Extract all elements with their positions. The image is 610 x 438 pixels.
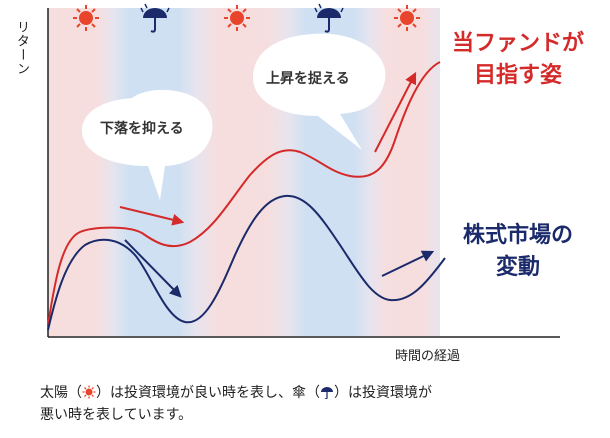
fund-label-line2: 目指す姿 bbox=[473, 63, 562, 88]
sun-icon bbox=[82, 385, 96, 399]
bubble-right bbox=[252, 33, 386, 150]
bubble-left-text: 下落を抑える bbox=[100, 121, 184, 137]
x-axis-label: 時間の経過 bbox=[395, 349, 461, 364]
market-label: 株式市場の 変動 bbox=[438, 220, 598, 284]
market-line bbox=[47, 194, 446, 331]
sun-icon bbox=[224, 5, 250, 31]
umbrella-icon bbox=[140, 3, 170, 33]
caption-line2: 悪い時を表しています。 bbox=[40, 407, 193, 423]
fund-arrow-1 bbox=[119, 206, 185, 226]
market-label-line1: 株式市場の bbox=[462, 223, 573, 248]
fund-line bbox=[47, 61, 441, 326]
market-arrow-2 bbox=[381, 250, 435, 277]
market-arrow-1 bbox=[124, 239, 182, 298]
band-good-3 bbox=[370, 8, 440, 336]
caption: 太陽（ ）は投資環境が良い時を表し、傘（ ）は投資環境が 悪い時を表しています。 bbox=[40, 382, 560, 426]
sun-icon bbox=[394, 5, 420, 31]
fund-arrow-2 bbox=[374, 71, 417, 153]
caption-line1: 太陽（ ）は投資環境が良い時を表し、傘（ ）は投資環境が bbox=[40, 382, 560, 404]
band-good-1 bbox=[48, 8, 113, 336]
caption-part1: 太陽（ bbox=[40, 385, 82, 401]
fund-label-line1: 当ファンドが bbox=[451, 31, 584, 56]
caption-part3: ）は投資環境が bbox=[334, 385, 432, 401]
caption-part2: ）は投資環境が良い時を表し、傘（ bbox=[96, 385, 320, 401]
umbrella-icon bbox=[314, 3, 344, 33]
umbrella-icon bbox=[321, 387, 333, 399]
sun-icon bbox=[73, 5, 99, 31]
bubble-left bbox=[81, 89, 213, 200]
y-axis-label: リターン bbox=[14, 20, 29, 76]
fund-label: 当ファンドが 目指す姿 bbox=[438, 28, 598, 92]
market-label-line2: 変動 bbox=[495, 255, 540, 280]
bubble-right-text: 上昇を捉える bbox=[266, 71, 350, 87]
